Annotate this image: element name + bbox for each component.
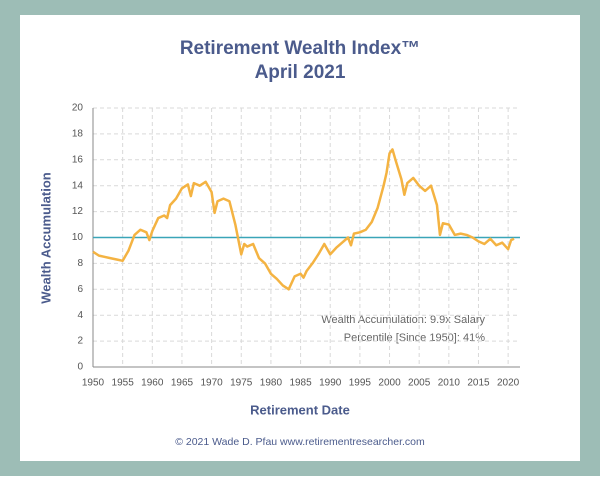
x-tick-label: 1985 [289, 378, 312, 389]
y-tick-label: 18 [72, 129, 84, 140]
x-tick-label: 1950 [82, 378, 105, 389]
y-tick-label: 20 [72, 103, 84, 114]
y-tick-label: 12 [72, 206, 84, 217]
y-axis-label: Wealth Accumulation [38, 172, 53, 304]
x-tick-label: 1960 [141, 378, 164, 389]
y-tick-label: 10 [72, 232, 84, 243]
footer: © 2021 Wade D. Pfau www.retirementresear… [175, 436, 425, 448]
y-tick-label: 4 [77, 310, 83, 321]
x-tick-label: 2020 [497, 378, 520, 389]
x-tick-label: 1995 [349, 378, 372, 389]
data-line [92, 148, 515, 291]
annotation: Percentile [Since 1950]: 41% [344, 332, 485, 344]
chart-title: Retirement Wealth Index™ [180, 38, 420, 59]
y-tick-label: 0 [77, 362, 83, 373]
y-tick-label: 16 [72, 154, 84, 165]
x-tick-label: 1965 [171, 378, 194, 389]
x-tick-label: 1980 [260, 378, 283, 389]
y-tick-label: 14 [72, 180, 84, 191]
x-tick-label: 2000 [378, 378, 401, 389]
y-tick-label: 8 [77, 258, 83, 269]
x-tick-label: 2010 [438, 378, 461, 389]
y-tick-label: 6 [77, 284, 83, 295]
x-axis-label: Retirement Date [250, 402, 350, 417]
y-tick-label: 2 [77, 336, 83, 347]
x-tick-label: 1955 [112, 378, 135, 389]
chart-subtitle: April 2021 [255, 62, 346, 83]
x-tick-label: 2015 [467, 378, 490, 389]
x-tick-label: 1990 [319, 378, 342, 389]
x-tick-label: 1970 [200, 378, 223, 389]
x-tick-label: 2005 [408, 378, 431, 389]
x-tick-label: 1975 [230, 378, 253, 389]
annotation: Wealth Accumulation: 9.9x Salary [321, 314, 485, 326]
